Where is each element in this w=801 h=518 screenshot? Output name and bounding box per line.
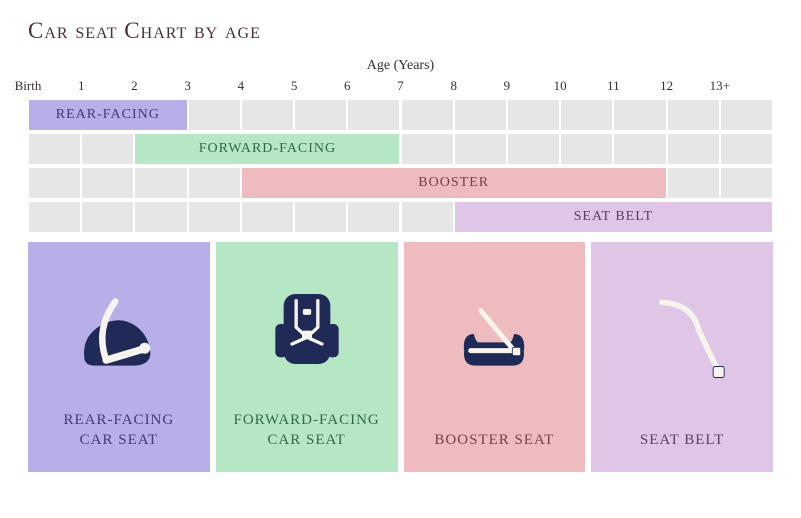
axis-tick: 9 — [504, 78, 511, 94]
chart-row: FORWARD-FACING — [28, 134, 773, 164]
chart-cell — [295, 202, 346, 232]
chart-cell — [189, 168, 240, 198]
chart-cell — [29, 168, 80, 198]
card-label: SEAT BELT — [640, 430, 724, 450]
chart-cell — [455, 100, 506, 130]
card-rear: REAR-FACINGCAR SEAT — [28, 242, 210, 472]
chart-cell — [295, 100, 346, 130]
chart-cell — [135, 202, 186, 232]
axis-ticks: Birth12345678910111213+ — [28, 78, 773, 96]
chart-cell — [721, 168, 772, 198]
axis-tick: 2 — [131, 78, 138, 94]
axis-tick: Birth — [15, 78, 42, 94]
card-forward: FORWARD-FACINGCAR SEAT — [216, 242, 398, 472]
chart-cell — [614, 134, 665, 164]
chart-cell — [189, 202, 240, 232]
axis-tick: 4 — [238, 78, 245, 94]
rear-icon — [36, 256, 202, 402]
chart-cell — [242, 202, 293, 232]
chart-cell — [668, 134, 719, 164]
chart-cell — [721, 100, 772, 130]
chart-row: REAR-FACING — [28, 100, 773, 130]
card-seatbelt: SEAT BELT — [591, 242, 773, 472]
chart-cell — [348, 100, 399, 130]
card-label: BOOSTER SEAT — [434, 430, 554, 450]
chart-cell — [561, 134, 612, 164]
chart-cell — [82, 134, 133, 164]
axis-label: Age (Years) — [28, 58, 773, 74]
chart-cell — [721, 134, 772, 164]
axis-tick: 1 — [78, 78, 85, 94]
chart-bar: BOOSTER — [242, 168, 666, 198]
chart-cell — [189, 100, 240, 130]
chart-cell — [82, 168, 133, 198]
chart-bar: SEAT BELT — [455, 202, 772, 232]
axis-tick: 10 — [554, 78, 567, 94]
chart-cell — [29, 202, 80, 232]
card-label: REAR-FACINGCAR SEAT — [64, 410, 175, 451]
chart-cell — [82, 202, 133, 232]
chart-cell — [508, 100, 559, 130]
card-booster: BOOSTER SEAT — [404, 242, 586, 472]
chart-cell — [508, 134, 559, 164]
axis-tick: 3 — [184, 78, 191, 94]
axis-tick: 12 — [660, 78, 673, 94]
card-label: FORWARD-FACINGCAR SEAT — [234, 410, 380, 451]
seatbelt-icon — [599, 256, 765, 422]
page-title: Car seat Chart by age — [28, 18, 773, 44]
chart-cell — [242, 100, 293, 130]
chart-cell — [561, 100, 612, 130]
chart-row: BOOSTER — [28, 168, 773, 198]
card-row: REAR-FACINGCAR SEAT FORWARD-FACINGCAR SE… — [28, 242, 773, 472]
chart-bar: FORWARD-FACING — [135, 134, 399, 164]
chart-cell — [135, 168, 186, 198]
chart-cell — [455, 134, 506, 164]
chart-cell — [614, 100, 665, 130]
chart-cell — [402, 134, 453, 164]
forward-icon — [224, 256, 390, 402]
chart-bar: REAR-FACING — [29, 100, 187, 130]
booster-icon — [412, 256, 578, 422]
axis-tick: 8 — [450, 78, 457, 94]
chart-cell — [668, 168, 719, 198]
chart-cell — [668, 100, 719, 130]
axis-tick: 5 — [291, 78, 298, 94]
axis-tick: 7 — [397, 78, 404, 94]
chart-area: REAR-FACING FORWARD-FACING BOOSTER SEAT BEL… — [28, 100, 773, 232]
chart-cell — [402, 202, 453, 232]
axis-tick: 6 — [344, 78, 351, 94]
chart-cell — [29, 134, 80, 164]
axis-tick: 11 — [607, 78, 620, 94]
chart-cell — [348, 202, 399, 232]
chart-cell — [402, 100, 453, 130]
chart-row: SEAT BELT — [28, 202, 773, 232]
axis-tick: 13+ — [710, 78, 730, 94]
